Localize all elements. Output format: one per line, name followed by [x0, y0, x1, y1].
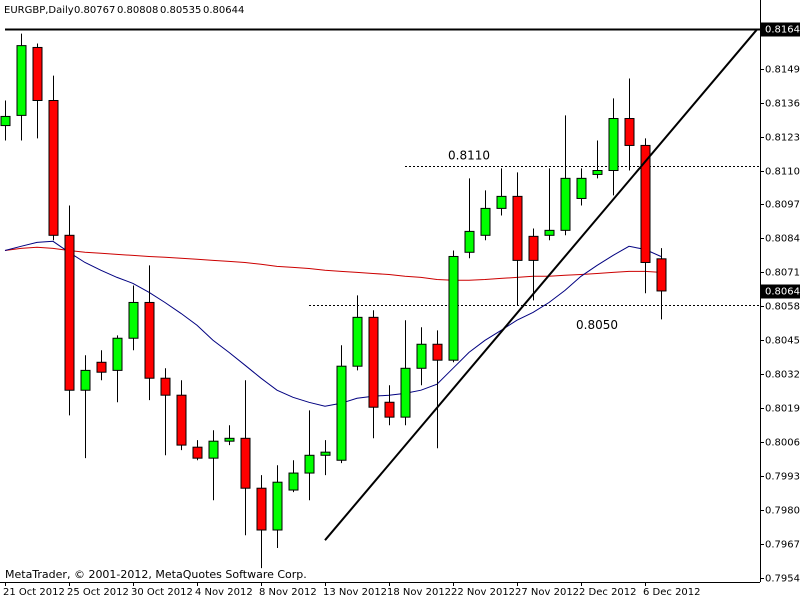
candle-body	[48, 99, 59, 236]
candle-body	[656, 258, 667, 292]
candle-body	[112, 337, 123, 371]
candle-body	[336, 365, 347, 461]
candle-body	[208, 440, 219, 459]
candle-body	[96, 361, 107, 373]
candle-body	[176, 394, 187, 446]
x-tick-label: 27 Nov 2012	[515, 587, 579, 598]
y-tick-label: 0.80065	[765, 438, 800, 449]
candle-body	[192, 446, 203, 459]
candle-body	[400, 367, 411, 418]
candle-body	[624, 118, 635, 146]
y-tick-label: 0.81365	[765, 99, 800, 110]
candle-body	[256, 487, 267, 531]
candle-body	[496, 195, 507, 209]
x-tick-label: 6 Dec 2012	[643, 587, 701, 598]
candle-body	[384, 401, 395, 418]
candle-body	[416, 343, 427, 369]
y-tick-label: 0.80975	[765, 200, 800, 211]
footer: MetaTrader, © 2001-2012, MetaQuotes Soft…	[5, 568, 307, 581]
y-tick-label: 0.79675	[765, 540, 800, 551]
annotation: 0.8110	[448, 149, 490, 163]
y-tick-label: 0.79935	[765, 472, 800, 483]
y-tick-label: 0.80455	[765, 336, 800, 347]
x-tick-label: 25 Oct 2012	[67, 587, 129, 598]
candle-body	[432, 343, 443, 361]
candle-body	[320, 451, 331, 456]
plot-area: 0.8110 0.8050	[0, 28, 760, 569]
level-price-label: 0.81645	[765, 25, 800, 36]
candle-body	[368, 316, 379, 408]
candle-body	[0, 115, 11, 127]
annotation: 0.8050	[576, 318, 618, 332]
x-tick-label: 13 Nov 2012	[323, 587, 387, 598]
header-close: 0.80644	[203, 5, 244, 16]
candle-body	[128, 301, 139, 339]
candle-body	[272, 481, 283, 531]
candle-body	[160, 377, 171, 396]
candle-body	[448, 255, 459, 361]
x-tick-label: 8 Nov 2012	[259, 587, 317, 598]
current-price-box	[761, 284, 800, 299]
y-tick-label: 0.81235	[765, 133, 800, 144]
candle-body	[512, 195, 523, 261]
candle-body	[16, 45, 27, 116]
header-high: 0.80808	[117, 5, 158, 16]
candle-body	[224, 437, 235, 442]
candle-body	[288, 472, 299, 491]
candle-body	[144, 301, 155, 379]
candle-body	[608, 118, 619, 172]
y-tick-label: 0.81495	[765, 65, 800, 76]
labels: EURGBP,Daily 0.80767 0.80808 0.80535 0.8…	[4, 5, 307, 581]
y-tick-label: 0.79545	[765, 574, 800, 585]
axes: 0.79545 0.79675 0.79805 0.79935 0.80065 0.801…	[3, 22, 800, 598]
y-tick-label: 0.80845	[765, 234, 800, 245]
y-tick-label: 0.80585	[765, 302, 800, 313]
x-tick-label: 4 Nov 2012	[195, 587, 253, 598]
candle-body	[80, 369, 91, 391]
x-tick-label: 2 Dec 2012	[579, 587, 637, 598]
candle-body	[592, 170, 603, 175]
trendline	[324, 28, 758, 541]
y-tick-label: 0.80195	[765, 404, 800, 415]
candle-body	[64, 234, 75, 391]
x-tick-label: 18 Nov 2012	[387, 587, 451, 598]
candle-body	[544, 229, 555, 236]
candle-body	[32, 46, 43, 101]
header-low: 0.80535	[160, 5, 201, 16]
candle-body	[240, 437, 251, 489]
current-price-label: 0.80644	[765, 287, 800, 298]
x-tick-label: 22 Nov 2012	[451, 587, 515, 598]
y-tick-label: 0.80715	[765, 268, 800, 279]
y-tick-label: 0.81105	[765, 167, 800, 178]
x-tick-label: 30 Oct 2012	[131, 587, 193, 598]
moving-average	[4, 246, 662, 281]
candle-body	[464, 230, 475, 253]
x-tick-label: 21 Oct 2012	[3, 587, 65, 598]
y-tick-label: 0.80325	[765, 370, 800, 381]
candle-body	[480, 207, 491, 236]
candle-body	[304, 454, 315, 474]
header-open: 0.80767	[74, 5, 115, 16]
y-tick-label: 0.79805	[765, 506, 800, 517]
candle-body	[352, 316, 363, 367]
level-price-box	[761, 22, 800, 37]
chart-title: EURGBP,Daily	[4, 5, 74, 16]
candle-body	[576, 177, 587, 199]
candle-body	[560, 177, 571, 231]
candle-body	[640, 144, 651, 263]
candle-body	[528, 235, 539, 261]
moving-average	[4, 240, 662, 407]
